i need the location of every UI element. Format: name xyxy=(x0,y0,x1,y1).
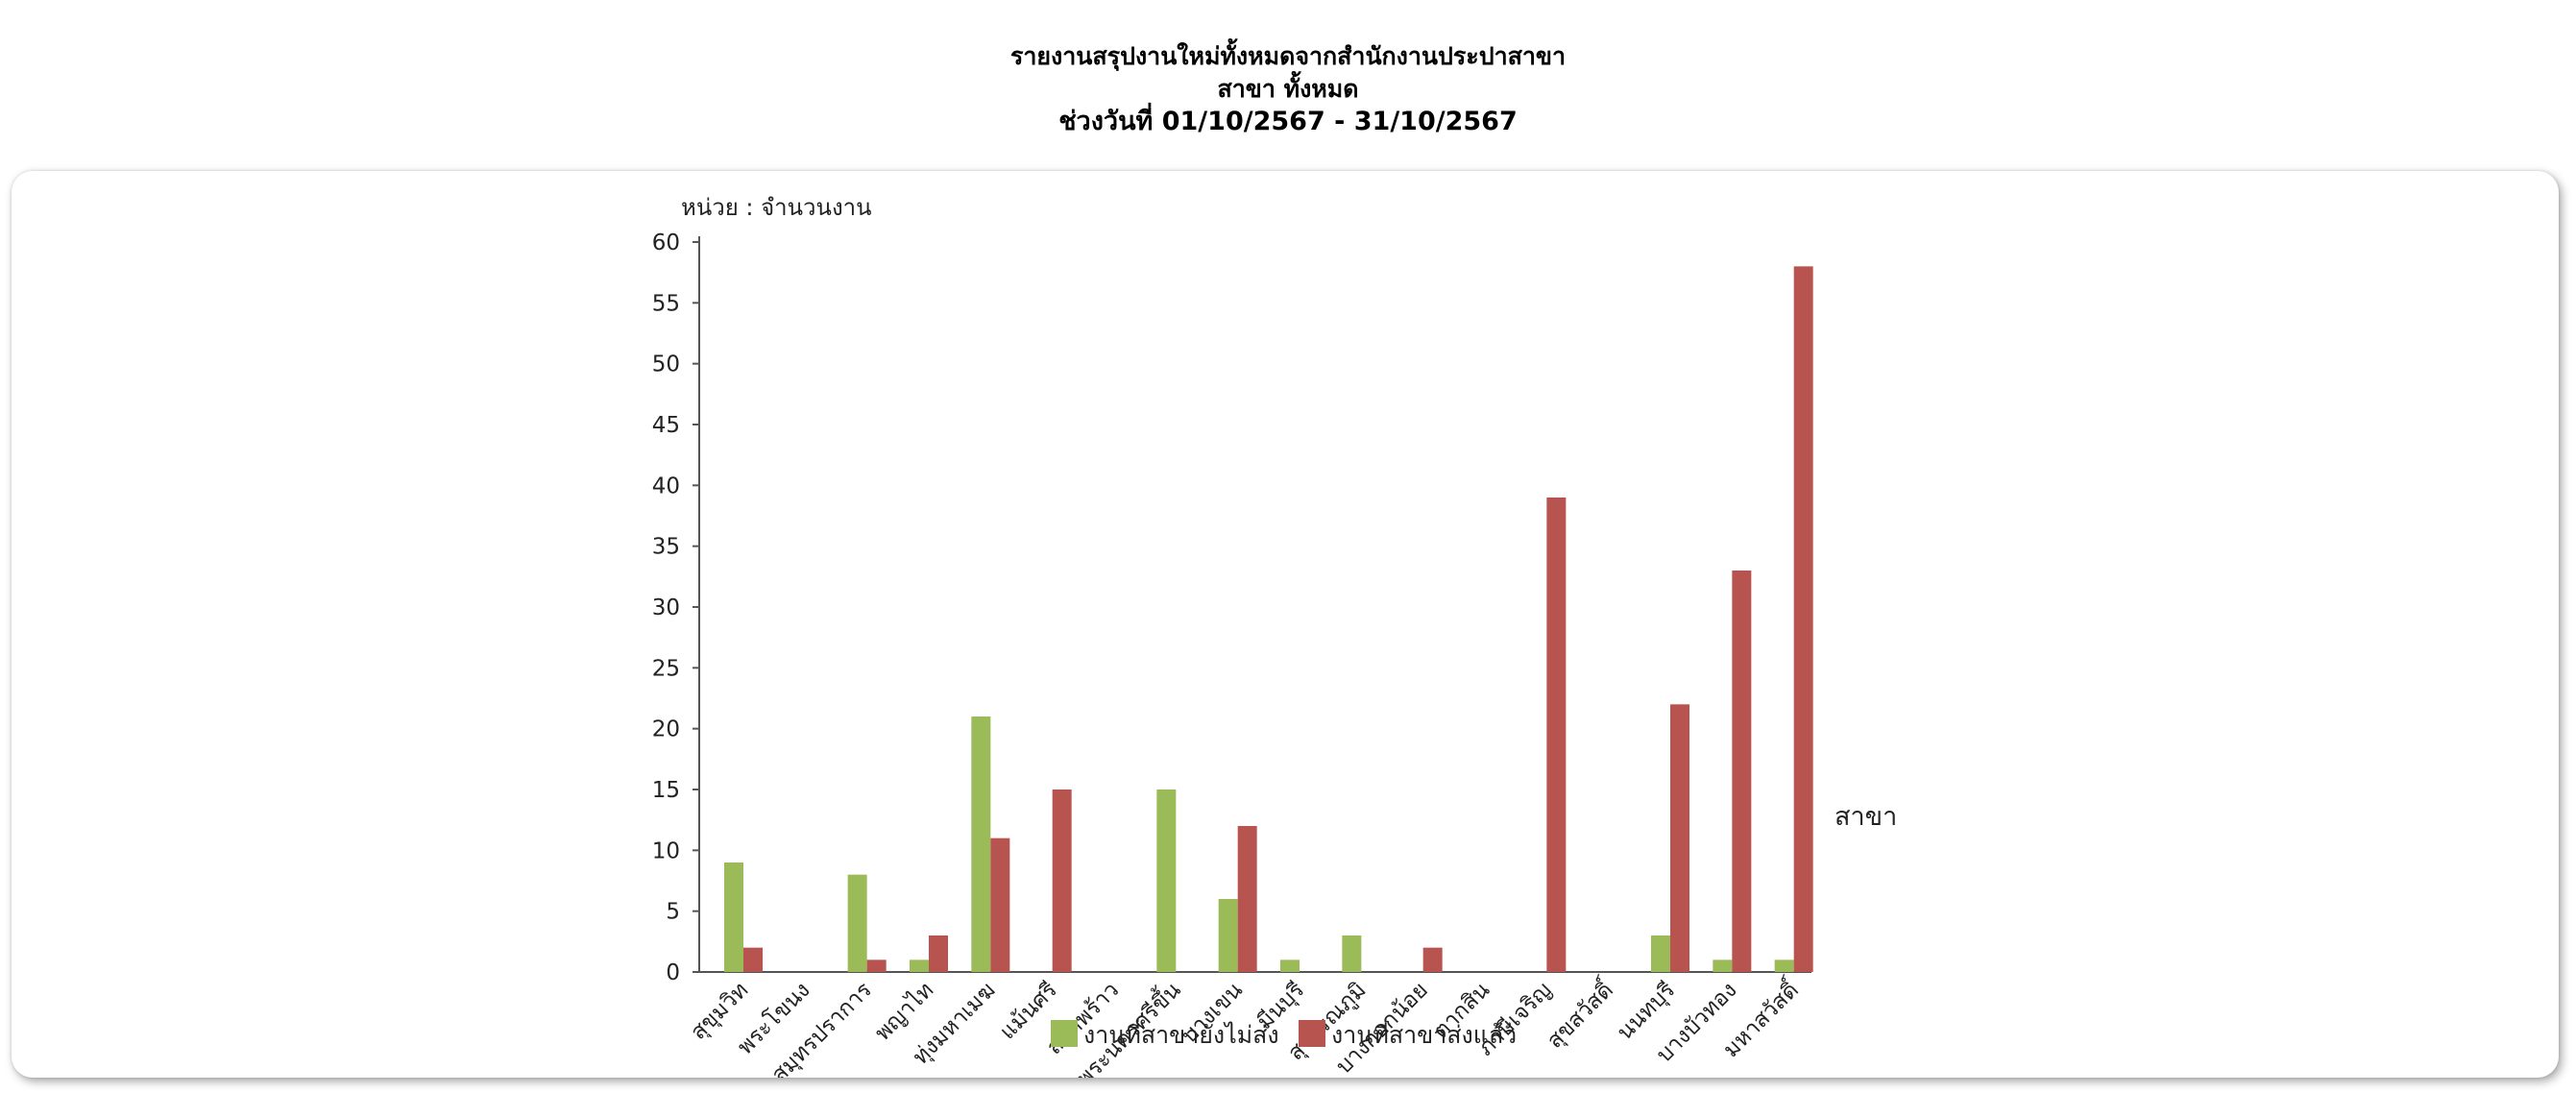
y-tick-label: 45 xyxy=(652,413,680,438)
y-tick-label: 5 xyxy=(666,900,680,925)
y-tick-label: 60 xyxy=(652,231,680,255)
bar-pending xyxy=(1774,959,1794,972)
bar-sent xyxy=(1237,826,1257,972)
y-tick-label: 20 xyxy=(652,717,680,742)
bar-pending xyxy=(1713,959,1733,972)
bar-sent xyxy=(743,947,763,972)
bar-pending xyxy=(1280,959,1300,972)
x-axis-title: สาขา xyxy=(1835,802,1897,832)
bar-sent xyxy=(1052,789,1072,972)
report-header: รายงานสรุปงานใหม่ทั้งหมดจากสำนักงานประปา… xyxy=(0,40,2576,138)
report-branch: สาขา ทั้งหมด xyxy=(1217,75,1359,103)
bar-chart: หน่วย : จำนวนงาน 0 5 10 15 20 25 30 35 40 45 50 55 60… xyxy=(652,194,1898,1078)
bar-sent xyxy=(929,935,948,972)
y-tick-label: 0 xyxy=(666,960,680,985)
bar-pending xyxy=(724,862,743,972)
x-tick-label: สุขสวัสดิ์ xyxy=(1539,973,1619,1054)
unit-label: หน่วย : จำนวนงาน xyxy=(681,194,872,221)
bar-sent xyxy=(1732,571,1752,972)
legend-swatch-pending xyxy=(1051,1020,1078,1047)
report-title: รายงานสรุปงานใหม่ทั้งหมดจากสำนักงานประปา… xyxy=(1009,42,1567,70)
y-tick-label: 50 xyxy=(652,352,680,377)
bar-pending xyxy=(1651,935,1670,972)
bar-sent xyxy=(866,959,887,972)
legend-label-sent: งานที่สาขาส่งแล้ว xyxy=(1331,1018,1517,1049)
bar-pending xyxy=(910,959,929,972)
y-tick-label: 35 xyxy=(652,535,680,560)
y-tick-label: 40 xyxy=(652,474,680,498)
bar-pending xyxy=(847,874,867,972)
y-tick-label: 30 xyxy=(652,595,680,620)
report-date-range: ช่วงวันที่ 01/10/2567 - 31/10/2567 xyxy=(1058,107,1518,136)
y-tick-label: 25 xyxy=(652,656,680,681)
legend-swatch-sent xyxy=(1299,1020,1325,1047)
bar-sent xyxy=(1793,266,1813,972)
y-tick-label: 10 xyxy=(652,838,680,863)
bar-pending xyxy=(1218,899,1238,972)
legend-label-pending: งานที่สาขายังไม่ส่ง xyxy=(1083,1018,1279,1049)
bar-sent xyxy=(990,838,1010,972)
bar-pending xyxy=(1156,789,1177,972)
bar-pending xyxy=(1342,935,1362,972)
bar-sent xyxy=(1546,498,1567,972)
bar-sent xyxy=(1670,704,1689,972)
bar-pending xyxy=(971,717,991,972)
y-tick-label: 15 xyxy=(652,778,680,803)
bar-sent xyxy=(1422,947,1443,972)
chart-card: หน่วย : จำนวนงาน 0 5 10 15 20 25 30 35 40 45 50 55 60… xyxy=(12,171,2559,1078)
y-tick-label: 55 xyxy=(652,291,680,316)
